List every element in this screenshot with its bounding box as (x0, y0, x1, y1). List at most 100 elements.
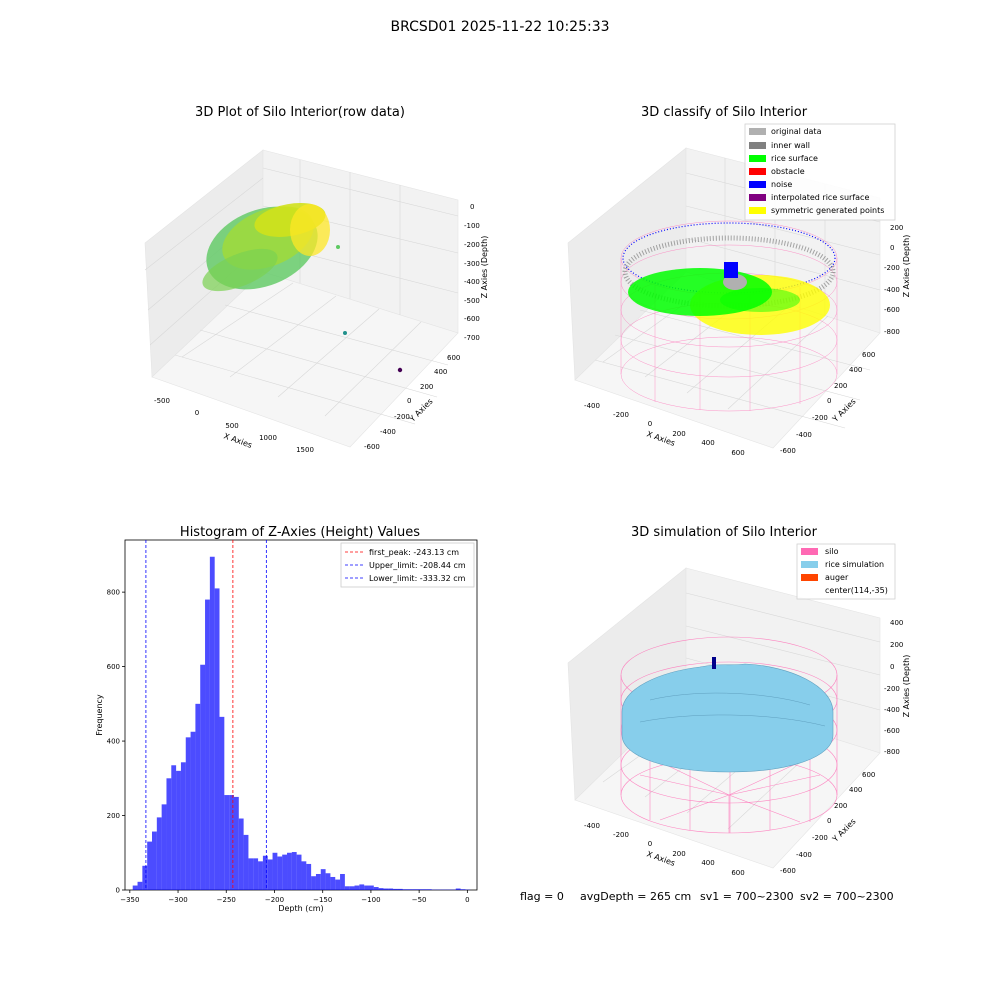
simulation-3d-yticks: -600 -400 -200 0 200 400 600 (780, 771, 875, 875)
histogram-bar (166, 778, 172, 890)
histogram-bar (397, 888, 403, 890)
legend-swatch (749, 168, 766, 175)
raw-3d-title: 3D Plot of Silo Interior(row data) (195, 105, 405, 120)
raw-3d-xtick: 0 (195, 409, 199, 417)
histogram-reference-lines (145, 540, 267, 890)
raw-3d-ytick: 400 (434, 368, 447, 376)
histogram-bar (272, 852, 278, 890)
raw-3d-ytick: -600 (364, 443, 380, 451)
histogram-bar (455, 888, 461, 890)
histogram-bar (354, 885, 360, 890)
histogram-bar (238, 818, 244, 890)
simulation-3d-ztick: -400 (884, 706, 900, 714)
raw-3d-zlabel: Z Axies (Depth) (480, 236, 489, 299)
histogram-bar (388, 888, 394, 890)
raw-3d-xtick: -500 (154, 397, 170, 405)
legend-label: original data (771, 127, 822, 136)
classify-3d-ylabel: Y Axies (830, 397, 858, 425)
histogram-legend: first_peak: -243.13 cm Upper_limit: -208… (340, 542, 475, 588)
histogram-bar (248, 858, 254, 890)
legend-swatch (801, 561, 818, 568)
simulation-3d-ztick: 200 (890, 641, 903, 649)
raw-3d-ztick: -500 (464, 297, 480, 305)
simulation-3d-panel: 3D simulation of Silo Interior (567, 525, 911, 877)
simulation-3d-rice-surface (621, 657, 834, 773)
classify-3d-ztick: -400 (884, 286, 900, 294)
classify-3d-xtick: 600 (731, 449, 744, 457)
footer-avg-depth: avgDepth = 265 cm (580, 890, 691, 903)
simulation-3d-xtick: 200 (672, 850, 685, 858)
legend-label: auger (825, 573, 849, 582)
legend-swatch (749, 207, 766, 214)
classify-3d-ztick: -200 (884, 264, 900, 272)
histogram-xtick-label: −300 (168, 896, 187, 904)
simulation-3d-title: 3D simulation of Silo Interior (631, 525, 818, 540)
histogram-title: Histogram of Z-Axies (Height) Values (180, 525, 420, 540)
histogram-bar (185, 737, 191, 890)
classify-3d-xtick: 0 (648, 420, 652, 428)
histogram-bar (373, 887, 379, 890)
histogram-bar (359, 884, 365, 890)
simulation-3d-ytick: 600 (862, 771, 875, 779)
simulation-3d-ztick: 400 (890, 619, 903, 627)
histogram-xtick-label: −200 (265, 896, 284, 904)
histogram-bar (368, 885, 374, 890)
footer-sv2: sv2 = 700~2300 (800, 890, 894, 903)
simulation-3d-ztick: -200 (884, 685, 900, 693)
raw-3d-ztick: -200 (464, 241, 480, 249)
classify-3d-zticks: 200 0 -200 -400 -600 -800 (884, 224, 903, 336)
raw-3d-ztick: -300 (464, 260, 480, 268)
legend-swatch (749, 142, 766, 149)
histogram-bar (325, 873, 331, 890)
classify-3d-ytick: -600 (780, 447, 796, 455)
histogram-ytick-label: 400 (107, 738, 120, 746)
raw-3d-ytick: 0 (407, 397, 411, 405)
histogram-bar (422, 889, 427, 890)
classify-3d-legend-box (744, 123, 896, 221)
simulation-3d-ytick: 400 (849, 786, 862, 794)
histogram-bar (349, 886, 355, 890)
simulation-3d-zticks: 400 200 0 -200 -400 -600 -800 (884, 619, 903, 756)
histogram-ytick-label: 600 (107, 663, 120, 671)
footer-flag: flag = 0 (520, 890, 564, 903)
histogram-bar (378, 888, 384, 890)
histogram-bar (335, 879, 341, 890)
raw-3d-ytick: 200 (420, 383, 433, 391)
raw-3d-point-cloud (202, 203, 403, 373)
legend-label: inner wall (771, 141, 810, 150)
simulation-3d-ztick: -800 (884, 748, 900, 756)
simulation-3d-ztick: 0 (890, 663, 894, 671)
raw-3d-yticks: -600 -400 -200 0 200 400 600 (364, 354, 460, 451)
histogram-xtick-label: −50 (412, 896, 427, 904)
classify-3d-xticks: -400 -200 0 200 400 600 (584, 402, 745, 457)
figure-suptitle: BRCSD01 2025-11-22 10:25:33 (390, 19, 609, 35)
histogram-xtick-label: 0 (465, 896, 469, 904)
histogram-bar (412, 889, 418, 890)
classify-3d-xtick: -200 (613, 411, 629, 419)
histogram-bar (190, 731, 196, 890)
classify-3d-xtick: 200 (672, 430, 685, 438)
classify-3d-ztick: -600 (884, 306, 900, 314)
raw-3d-ztick: 0 (470, 203, 474, 211)
classify-3d-ztick: -800 (884, 328, 900, 336)
histogram-bar (180, 762, 186, 890)
histogram-bar (243, 834, 249, 890)
raw-3d-xtick: 1000 (259, 434, 277, 442)
classify-3d-zlabel: Z Axies (Depth) (902, 235, 911, 298)
histogram-bar (132, 885, 138, 890)
histogram-bar (176, 770, 181, 890)
raw-3d-grid (144, 160, 459, 425)
classify-3d-ytick: 600 (862, 351, 875, 359)
legend-swatch (749, 128, 766, 135)
histogram-bar (282, 854, 288, 890)
legend-label: noise (771, 180, 792, 189)
legend-swatch (749, 155, 766, 162)
raw-3d-xtick: 500 (225, 422, 238, 430)
raw-3d-ztick: -400 (464, 278, 480, 286)
legend-swatch (749, 181, 766, 188)
histogram-bar (233, 796, 239, 890)
histogram-bar (147, 841, 153, 890)
histogram-bar (277, 856, 283, 890)
histogram-bar (200, 664, 206, 890)
